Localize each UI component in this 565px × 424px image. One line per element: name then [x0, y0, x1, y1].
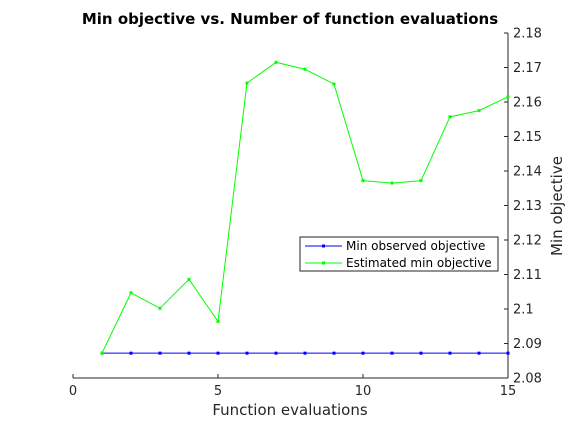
x-axis-label: Function evaluations	[212, 401, 367, 419]
y-tick-label: 2.11	[513, 268, 542, 283]
y-tick-label: 2.15	[513, 130, 542, 145]
legend-label-observed: Min observed objective	[346, 239, 485, 253]
data-point-observed	[477, 351, 481, 355]
data-point-estimated	[390, 181, 394, 185]
data-point-estimated	[216, 319, 220, 323]
data-point-estimated	[448, 115, 452, 119]
data-point-estimated	[506, 95, 510, 99]
y-tick-label: 2.17	[513, 61, 542, 76]
data-point-observed	[332, 351, 336, 355]
data-point-observed	[448, 351, 452, 355]
x-tick-label: 10	[355, 384, 372, 399]
data-point-estimated	[245, 81, 249, 85]
data-point-estimated	[100, 351, 104, 355]
data-point-estimated	[187, 277, 191, 281]
data-point-estimated	[332, 82, 336, 86]
y-tick-label: 2.13	[513, 199, 542, 214]
legend-box	[299, 236, 499, 272]
data-point-observed	[216, 351, 220, 355]
legend-label-estimated: Estimated min objective	[346, 256, 492, 270]
data-point-observed	[245, 351, 249, 355]
data-point-observed	[129, 351, 133, 355]
y-tick-label: 2.09	[513, 337, 542, 352]
data-point-observed	[361, 351, 365, 355]
plot-area	[100, 60, 510, 355]
data-point-observed	[187, 351, 191, 355]
x-tick-label: 5	[214, 384, 222, 399]
data-point-observed	[303, 351, 307, 355]
x-tick-label: 15	[500, 384, 517, 399]
axes	[73, 33, 509, 379]
data-point-estimated	[419, 179, 423, 183]
y-tick-label: 2.08	[513, 372, 542, 387]
x-axis-ticks: 0 5 10 15	[69, 374, 516, 399]
data-point-observed	[390, 351, 394, 355]
data-point-estimated	[361, 179, 365, 183]
y-axis-label: Min objective	[548, 156, 565, 256]
data-point-estimated	[477, 109, 481, 113]
data-point-estimated	[274, 60, 278, 64]
chart-title: Min objective vs. Number of function eva…	[82, 10, 498, 28]
series-line-estimated	[101, 61, 509, 354]
data-point-observed	[419, 351, 423, 355]
data-point-estimated	[303, 67, 307, 71]
legend: Min observed objective Estimated min obje…	[299, 236, 499, 272]
y-axis-ticks: 2.08 2.09 2.1 2.11 2.12 2.13 2.14 2.15 2.16 2.17 2…	[504, 27, 542, 387]
data-point-estimated	[158, 306, 162, 310]
legend-marker-estimated	[322, 261, 325, 265]
data-point-estimated	[129, 291, 133, 295]
y-tick-label: 2.16	[513, 96, 542, 111]
data-point-observed	[506, 351, 510, 355]
data-point-observed	[274, 351, 278, 355]
y-tick-label: 2.1	[513, 303, 534, 318]
x-tick-label: 0	[69, 384, 77, 399]
data-point-observed	[158, 351, 162, 355]
y-tick-label: 2.18	[513, 27, 542, 42]
y-tick-label: 2.14	[513, 165, 542, 180]
legend-marker-observed	[322, 244, 325, 248]
y-tick-label: 2.12	[513, 234, 542, 249]
